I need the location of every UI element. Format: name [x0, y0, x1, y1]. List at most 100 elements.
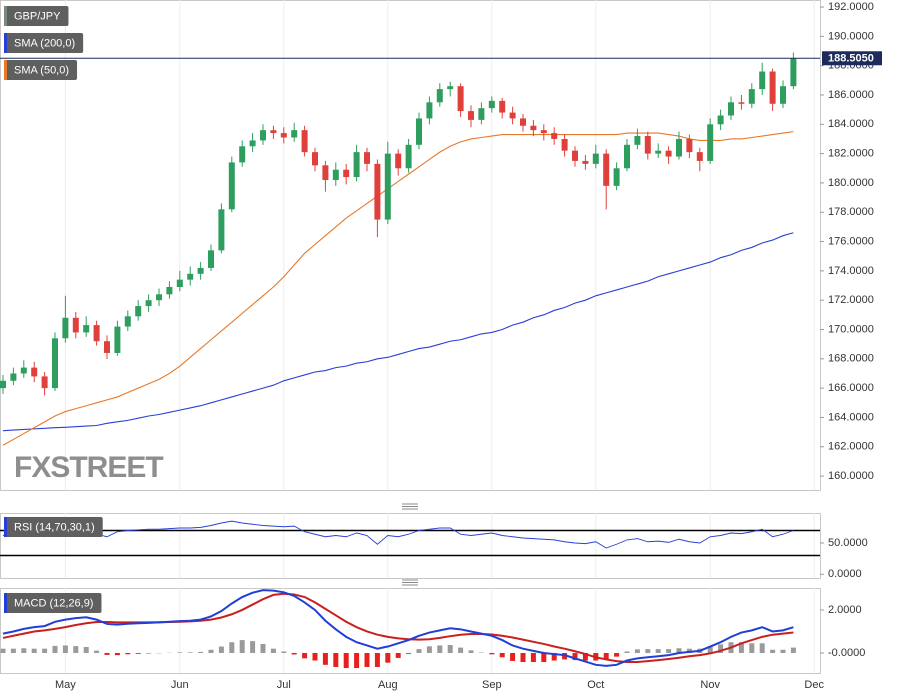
- histogram-bar: [520, 652, 526, 663]
- candle-body: [447, 86, 454, 90]
- candle-body: [343, 169, 350, 178]
- candle-body: [717, 115, 724, 125]
- histogram-bar: [281, 651, 287, 653]
- candle-body: [488, 100, 495, 109]
- candle-body: [603, 153, 610, 186]
- histogram-bar: [343, 652, 349, 669]
- y-tick-label: 172.0000: [828, 294, 874, 306]
- legend-box: [4, 593, 102, 613]
- y-tick-label: 186.0000: [828, 89, 874, 101]
- histogram-bar: [406, 652, 412, 654]
- histogram-bar: [634, 649, 640, 653]
- histogram-bar: [312, 652, 318, 661]
- candle-body: [270, 130, 277, 134]
- candle-body: [457, 86, 464, 112]
- candle-body: [52, 338, 58, 389]
- candle-body: [468, 111, 474, 120]
- candle-body: [353, 152, 360, 178]
- legend-swatch: [4, 60, 7, 80]
- histogram-bar: [624, 651, 630, 653]
- histogram-bar: [114, 652, 120, 656]
- y-tick-label: 2.0000: [828, 604, 862, 616]
- histogram-bar: [218, 646, 224, 653]
- legend-label: RSI (14,70,30,1): [14, 521, 95, 533]
- candle-body: [665, 150, 672, 157]
- macd-line: [2, 589, 794, 667]
- histogram-bar: [374, 652, 380, 667]
- candle-body: [395, 153, 402, 169]
- candle-body: [228, 162, 235, 210]
- histogram-bar: [42, 648, 48, 653]
- histogram-bar: [198, 651, 204, 653]
- histogram-bar: [749, 643, 755, 653]
- panel-frame: [0, 513, 821, 579]
- histogram-bar: [239, 640, 245, 653]
- candle-body: [416, 118, 422, 145]
- histogram-bar: [0, 648, 6, 653]
- candle-body: [374, 163, 381, 220]
- histogram-bar: [603, 652, 609, 660]
- candle-body: [145, 300, 152, 307]
- candle-body: [83, 325, 90, 333]
- histogram-bar: [770, 649, 776, 653]
- signal-line: [2, 592, 794, 664]
- y-tick-label: 166.0000: [828, 382, 874, 394]
- histogram-bar: [447, 645, 453, 653]
- candle-body: [218, 209, 225, 251]
- candle-body: [62, 317, 69, 339]
- candle-body: [707, 124, 714, 161]
- candle-body: [582, 160, 589, 164]
- histogram-bar: [229, 642, 235, 653]
- panel-frame: [0, 0, 821, 491]
- histogram-bar: [187, 652, 193, 653]
- y-tick-label: 178.0000: [828, 206, 874, 218]
- y-tick-label: 180.0000: [828, 177, 874, 189]
- candle-body: [520, 118, 526, 126]
- y-tick-label: -0.0000: [828, 647, 865, 659]
- x-tick-label: May: [55, 679, 76, 691]
- histogram-bar: [489, 652, 495, 655]
- histogram-bar: [562, 652, 568, 660]
- candle-body: [624, 144, 630, 169]
- x-tick-label: Jul: [277, 679, 291, 691]
- candle-body: [10, 373, 17, 381]
- candle-body: [592, 153, 599, 164]
- rsi-line: [2, 520, 794, 549]
- candle-body: [20, 367, 27, 374]
- histogram-bar: [125, 652, 131, 655]
- last-price-label: 188.5050: [828, 53, 874, 65]
- histogram-bar: [250, 641, 256, 653]
- candle-body: [187, 273, 194, 280]
- histogram-bar: [10, 648, 16, 653]
- candle-body: [124, 316, 131, 327]
- candle-body: [738, 102, 745, 104]
- candle-body: [769, 71, 776, 104]
- histogram-bar: [510, 652, 516, 661]
- candle-body: [426, 102, 433, 119]
- candle-body: [436, 89, 443, 103]
- candle-body: [728, 102, 734, 116]
- legend-label: SMA (50,0): [14, 64, 69, 76]
- candle-body: [114, 326, 121, 353]
- candle-body: [509, 112, 516, 119]
- histogram-bar: [73, 646, 79, 653]
- legend-label: GBP/JPY: [14, 10, 61, 22]
- histogram-bar: [291, 652, 297, 655]
- candle-body: [759, 71, 766, 90]
- y-tick-label: 190.0000: [828, 30, 874, 42]
- legend-box: [4, 6, 69, 26]
- histogram-bar: [31, 648, 37, 653]
- x-tick-label: Aug: [378, 679, 398, 691]
- candle-body: [499, 100, 506, 113]
- candle-body: [634, 136, 641, 145]
- candle-body: [332, 169, 339, 180]
- candle-body: [696, 152, 703, 161]
- candle-body: [301, 130, 308, 153]
- candle-body: [291, 130, 298, 138]
- histogram-bar: [333, 652, 339, 667]
- candle-body: [478, 108, 485, 120]
- candle-body: [176, 279, 183, 287]
- histogram-bar: [655, 649, 661, 653]
- candle-body: [748, 89, 755, 104]
- candle-body: [551, 133, 558, 139]
